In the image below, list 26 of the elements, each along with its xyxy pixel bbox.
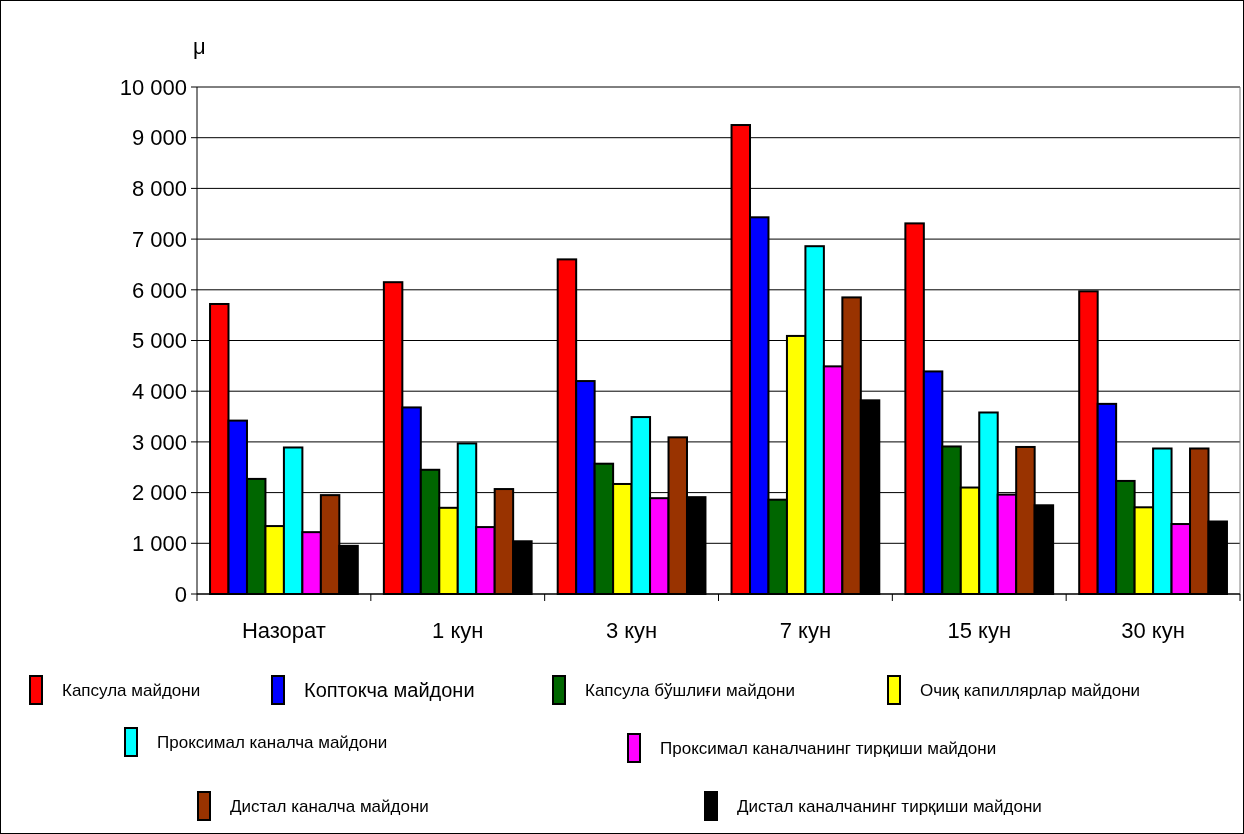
y-tick-label: 4 000 (131, 378, 187, 404)
y-tick-label: 7 000 (131, 226, 187, 252)
y-tick-label: 0 (174, 581, 187, 607)
y-tick-label: 8 000 (131, 176, 187, 202)
legend-label: Капсула бўшлиғи майдони (585, 680, 795, 700)
legend-label: Проксимал каналча майдони (157, 732, 388, 752)
x-tick-label: 30 кун (1121, 618, 1185, 643)
x-tick-label: 1 кун (432, 618, 484, 643)
y-tick-label: 9 000 (131, 125, 187, 151)
y-tick-label: 2 000 (131, 480, 187, 506)
x-tick-label: 3 кун (605, 618, 658, 643)
y-tick-label: 10 000 (119, 74, 187, 100)
y-tick-label: 5 000 (131, 328, 187, 354)
legend-label: Дистал каналча майдони (230, 796, 429, 816)
legend-label: Проксимал каналчанинг тирқиши майдони (660, 738, 997, 758)
y-tick-label: 3 000 (131, 429, 187, 455)
y-tick-label: 6 000 (131, 277, 187, 303)
x-tick-label: 15 кун (947, 618, 1012, 643)
y-axis-title: μ (193, 34, 206, 59)
x-tick-label: 7 кун (779, 618, 832, 643)
legend-label: Коптокча майдони (304, 679, 475, 701)
legend-label: Капсула майдони (62, 680, 201, 700)
legend-label: Дистал каналчанинг тирқиши майдони (737, 796, 1042, 816)
legend-label: Очиқ капиллярлар майдони (920, 680, 1141, 700)
y-tick-label: 1 000 (131, 531, 187, 556)
x-tick-label: Назорат (241, 618, 326, 643)
